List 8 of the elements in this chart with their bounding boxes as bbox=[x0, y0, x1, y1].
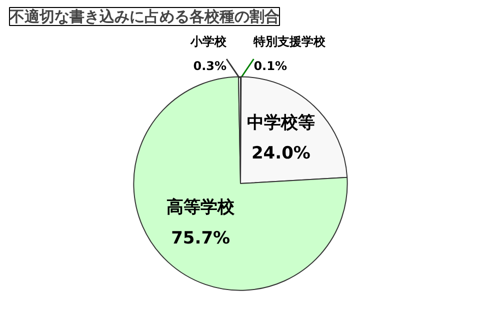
data-label: 0.3% bbox=[193, 59, 227, 73]
slice-label: 中学校等 bbox=[246, 113, 315, 134]
slice-label: 高等学校 bbox=[166, 198, 236, 218]
data-label: 75.7% bbox=[171, 228, 230, 248]
slice-label: 特別支援学校 bbox=[252, 34, 327, 48]
slice-label: 小学校 bbox=[190, 34, 228, 48]
data-label: 24.0% bbox=[251, 144, 310, 164]
data-label: 0.1% bbox=[254, 59, 287, 73]
